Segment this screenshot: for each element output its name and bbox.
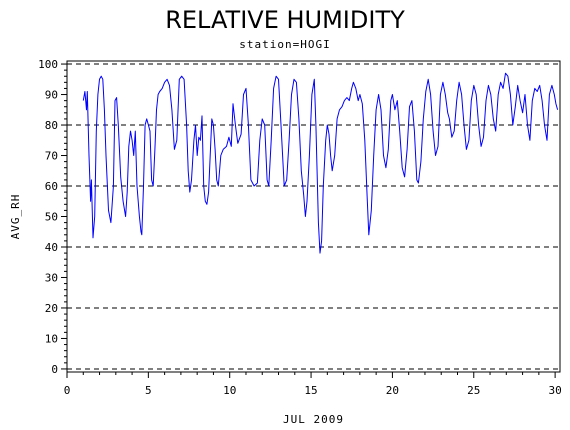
y-tick-label: 20 [45,302,58,315]
y-tick-label: 10 [45,332,58,345]
x-tick-label: 15 [304,384,317,397]
axes: 0 10 20 30 40 50 60 70 80 90 100 0 5 10 15 20 25 30 [38,58,562,397]
x-axis-label: JUL 2009 [283,413,344,426]
y-tick-label: 90 [45,89,58,102]
x-tick-label: 5 [145,384,152,397]
plot-frame [66,60,561,373]
y-tick-label: 80 [45,119,58,132]
y-axis-label: AVG_RH [9,194,22,240]
x-tick-label: 30 [548,384,561,397]
x-tick-label: 20 [386,384,399,397]
y-tick-label: 40 [45,241,58,254]
y-tick-label: 60 [45,180,58,193]
y-tick-label: 100 [38,58,58,71]
reference-lines [67,63,560,370]
y-tick-label: 70 [45,150,58,163]
chart-subtitle: station=HOGI [239,38,331,51]
y-tick-label: 30 [45,271,58,284]
x-tick-label: 0 [64,384,71,397]
chart-title: RELATIVE HUMIDITY [165,6,405,34]
x-tick-label: 10 [223,384,236,397]
y-tick-label: 0 [51,363,58,376]
x-tick-label: 25 [467,384,480,397]
series-line-0 [82,72,559,254]
series-layer [82,72,559,254]
y-tick-label: 50 [45,211,58,224]
